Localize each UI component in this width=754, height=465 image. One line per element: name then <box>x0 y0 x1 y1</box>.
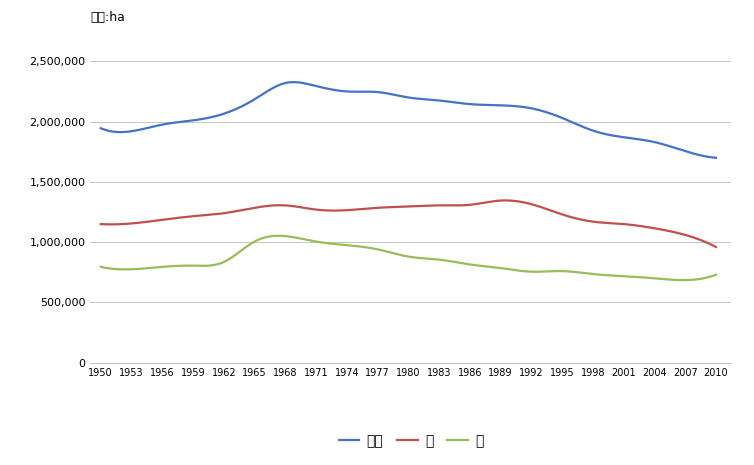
논 <box>97 221 106 227</box>
밝 <box>656 276 665 282</box>
논 <box>617 221 626 226</box>
전체 <box>97 126 106 131</box>
Text: 단위:ha: 단위:ha <box>90 11 125 24</box>
밝 <box>617 273 626 279</box>
전체 <box>462 101 471 106</box>
논 <box>462 202 471 208</box>
전체 <box>712 155 721 160</box>
논 <box>98 221 107 227</box>
전체 <box>656 141 665 146</box>
논 <box>712 244 721 250</box>
밝 <box>273 233 282 239</box>
논 <box>656 226 665 232</box>
밝 <box>98 265 107 270</box>
전체 <box>290 80 299 85</box>
밝 <box>712 272 721 278</box>
밝 <box>679 277 688 283</box>
Legend: 전체, 논, 밝: 전체, 논, 밝 <box>333 428 489 453</box>
전체 <box>475 102 484 107</box>
전체 <box>464 101 474 107</box>
전체 <box>617 134 626 140</box>
논 <box>473 201 482 206</box>
논 <box>461 202 470 208</box>
Line: 전체: 전체 <box>101 82 716 158</box>
Line: 밝: 밝 <box>101 236 716 280</box>
전체 <box>98 126 107 132</box>
Line: 논: 논 <box>101 200 716 247</box>
논 <box>501 198 510 203</box>
밝 <box>462 261 471 267</box>
밝 <box>475 263 484 268</box>
밝 <box>97 264 106 270</box>
밝 <box>464 261 474 267</box>
